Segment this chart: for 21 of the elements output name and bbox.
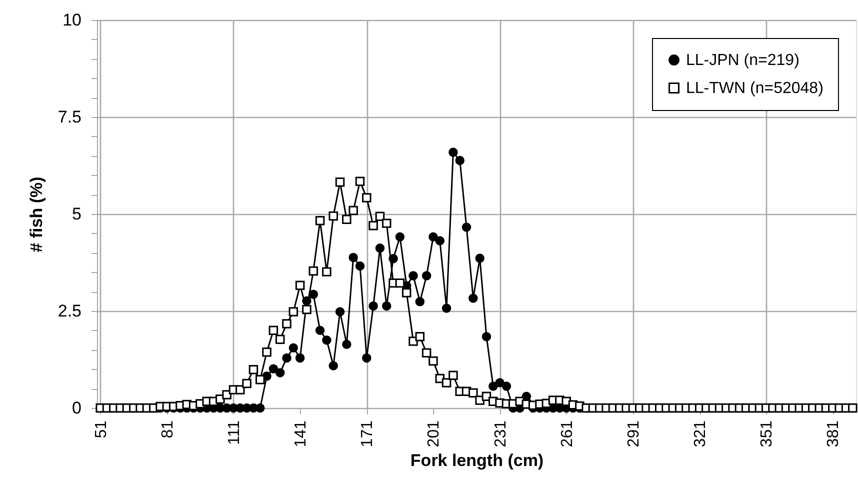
x-tick-label: 51: [92, 420, 110, 438]
x-tick-label: 141: [292, 420, 310, 448]
x-tick-label: 201: [426, 420, 443, 448]
x-tick-label: 171: [359, 420, 376, 448]
x-tick-label: 111: [226, 420, 243, 445]
x-tick-label: 321: [692, 420, 710, 448]
y-axis-title: # fish (%): [26, 176, 46, 252]
x-tick-label: 261: [558, 420, 576, 448]
y-tick-label: 0: [72, 398, 82, 418]
x-tick-label: 231: [492, 420, 510, 448]
x-tick-label: 81: [159, 420, 176, 438]
y-tick-label: 2.5: [58, 302, 82, 320]
legend-label: LL-TWN (n=52048): [686, 80, 824, 97]
x-tick-label: 381: [825, 420, 842, 448]
y-tick-label: 7.5: [58, 108, 82, 126]
y-tick-label: 10: [62, 10, 82, 30]
x-axis-title: Fork length (cm): [410, 451, 544, 470]
x-tick-label: 291: [625, 420, 642, 448]
x-tick-label: 351: [758, 420, 776, 448]
y-tick-label: 5: [72, 204, 82, 224]
legend-label: LL-JPN (n=219): [686, 52, 800, 69]
